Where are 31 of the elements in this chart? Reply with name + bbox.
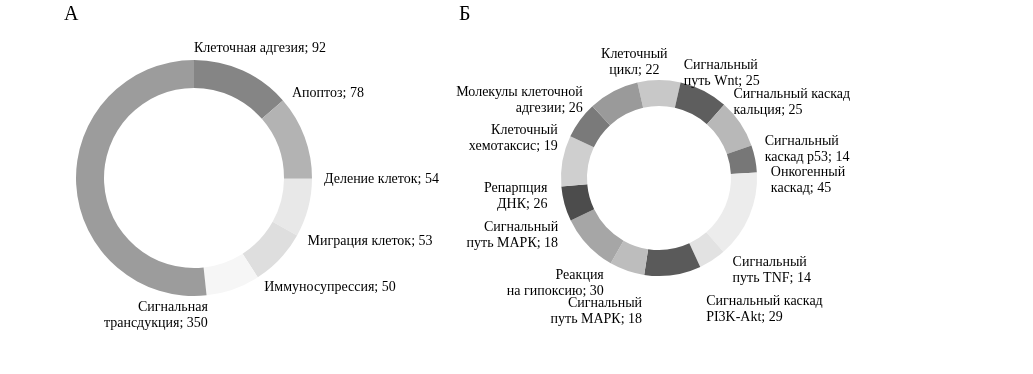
donut-slice [726, 145, 757, 174]
donut-slice [644, 243, 701, 276]
slice-label: Молекулы клеточной адгезии; 26 [456, 84, 584, 116]
donut-slice [76, 60, 207, 296]
slice-label: Деление клеток; 54 [324, 170, 439, 186]
donut-slice [203, 253, 258, 296]
slice-label: Сигнальный каскад PI3K-Akt; 29 [706, 292, 823, 324]
slice-label: Клеточный хемотаксис; 19 [468, 122, 559, 154]
donut-slice [561, 184, 595, 221]
slice-label: Сигнальный путь МАРК; 18 [466, 218, 559, 250]
donut-slice [610, 240, 649, 275]
donut-slice [261, 100, 312, 179]
slice-label: Сигнальный каскад p53; 14 [764, 132, 850, 164]
slice-label: Клеточная адгезия; 92 [194, 40, 326, 55]
slice-label: Сигнальный путь Wnt; 25 [683, 56, 760, 88]
donut-slice [561, 136, 594, 187]
slice-label: Репарпция ДНК; 26 [483, 179, 548, 211]
slice-label: Иммуносупрессия; 50 [264, 279, 396, 295]
donut-slice [637, 80, 681, 108]
donut-slice [570, 209, 624, 264]
slice-label: Сигнальный путь TNF; 14 [732, 254, 811, 286]
slice-label: Клеточный цикл; 22 [601, 45, 669, 77]
slice-label: Сигнальный каскад кальция; 25 [733, 86, 851, 118]
slice-label: Апоптоз; 78 [292, 84, 364, 100]
donut-slice [194, 60, 283, 119]
donut-slice [592, 82, 644, 126]
chart-title: А [64, 2, 79, 24]
slice-label: Миграция клеток; 53 [307, 233, 433, 249]
slice-label: Сигнальная трансдукция; 350 [103, 299, 209, 331]
chart-title: Б [459, 2, 471, 24]
slice-label: Онкогенный каскад; 45 [770, 163, 846, 195]
